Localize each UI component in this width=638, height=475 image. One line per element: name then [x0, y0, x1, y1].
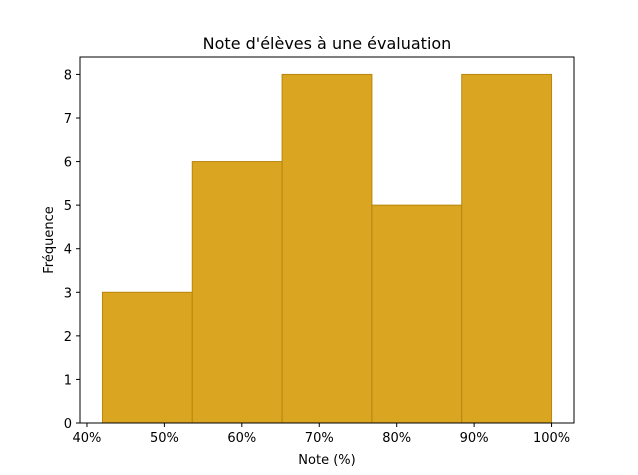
- y-tick-label: 3: [64, 286, 72, 301]
- y-tick-label: 8: [64, 68, 72, 83]
- plot-frame: [79, 56, 575, 424]
- y-tick-label: 7: [64, 112, 72, 127]
- y-tick-label: 6: [64, 156, 72, 171]
- y-tick-label: 2: [64, 330, 72, 345]
- x-tick-label: 90%: [460, 431, 489, 446]
- x-tick-label: 50%: [150, 431, 179, 446]
- chart-title: Note d'élèves à une évaluation: [203, 34, 452, 53]
- histogram-bar-2: [191, 161, 283, 424]
- y-axis-ticks: 0 1 2 3 4 5 6 7 8: [64, 68, 80, 432]
- x-axis-label: Note (%): [298, 453, 355, 468]
- x-tick-label: 40%: [73, 431, 102, 446]
- y-tick-label: 5: [64, 199, 72, 214]
- y-tick-label: 4: [64, 243, 72, 258]
- x-axis-ticks: 40% 50% 60% 70% 80% 90% 100%: [73, 423, 570, 446]
- histogram-bar-1: [101, 291, 193, 424]
- histogram-bar-3: [281, 73, 373, 424]
- y-tick-label: 1: [64, 373, 72, 388]
- bars-group: [101, 73, 553, 424]
- x-tick-label: 80%: [382, 431, 411, 446]
- y-axis-label: Fréquence: [42, 206, 57, 273]
- histogram-bar-5: [461, 73, 553, 424]
- x-tick-label: 100%: [533, 431, 570, 446]
- y-tick-label: 0: [64, 417, 72, 432]
- x-tick-label: 70%: [305, 431, 334, 446]
- histogram-bar-4: [371, 204, 463, 424]
- x-tick-label: 60%: [227, 431, 256, 446]
